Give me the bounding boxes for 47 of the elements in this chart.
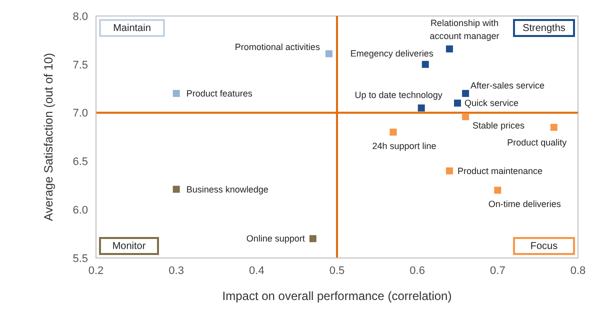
y-tick-label: 6.5 (72, 156, 88, 168)
point (422, 60, 429, 68)
point (550, 124, 558, 131)
annotation: Monitor (112, 240, 146, 252)
point (462, 113, 470, 120)
y-tick-label: 7.5 (72, 59, 88, 72)
annotation: Strengths (522, 22, 566, 34)
x-tick-label: 0.5 (329, 264, 345, 277)
series-label: Quick service (464, 98, 519, 108)
point (454, 100, 461, 107)
series-label: Product features (186, 88, 253, 98)
series-label: Online support (246, 234, 306, 244)
text: Up to date technology (354, 90, 443, 100)
y-tick-label: 7.0 (72, 108, 88, 120)
y-tick-label: 6.0 (72, 204, 88, 217)
x-tick-label: 0.2 (88, 264, 104, 277)
series-label: Relationship with account manager (430, 18, 500, 41)
y-axis-title: Average Satisfaction (out of 10) (41, 53, 56, 221)
point (309, 235, 316, 242)
series-label: After-sales service (470, 80, 545, 90)
point (494, 186, 502, 194)
series-label: Promotional activities (234, 42, 320, 52)
point (418, 104, 425, 112)
series-label: Product quality (507, 137, 568, 148)
annotation: Focus (530, 240, 558, 252)
point (325, 50, 332, 58)
x-tick-label: 0.3 (168, 264, 184, 277)
x-tick-label: 0.4 (249, 264, 264, 277)
x-tick-label: 0.6 (410, 264, 425, 277)
point (462, 90, 470, 97)
point (446, 45, 453, 52)
y-tick-label: 8.0 (72, 10, 88, 23)
x-tick-label: 0.7 (490, 264, 506, 277)
y-tick-label: 5.5 (72, 252, 88, 265)
x-tick-label: 0.8 (570, 264, 586, 277)
point (446, 167, 453, 174)
point (390, 128, 397, 136)
annotation: Maintain (113, 22, 151, 34)
series-label: Stable prices (472, 120, 526, 131)
series-label: Emegency deliveries (350, 48, 434, 58)
series-label: Business knowledge (186, 184, 268, 194)
point (172, 186, 180, 193)
series-label: Product maintenance (457, 166, 543, 176)
series-label: On-time deliveries (488, 199, 562, 210)
series-label: 24h support line (372, 141, 436, 152)
x-axis-title: Impact on overall performance (correlation) (222, 289, 452, 303)
point (172, 90, 180, 97)
